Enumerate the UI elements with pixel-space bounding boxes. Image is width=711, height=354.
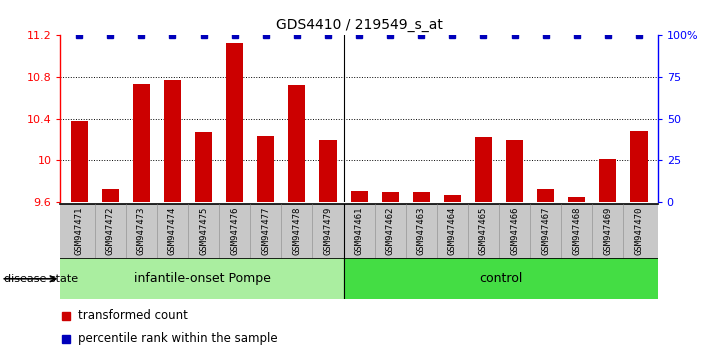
- Text: GSM947462: GSM947462: [385, 206, 395, 255]
- Bar: [568, 196, 585, 202]
- Bar: [351, 192, 368, 202]
- Bar: [631, 131, 648, 202]
- Text: GSM947478: GSM947478: [292, 206, 301, 255]
- Text: GSM947465: GSM947465: [479, 206, 488, 255]
- Text: GSM947472: GSM947472: [106, 206, 114, 255]
- Text: GSM947473: GSM947473: [137, 206, 146, 255]
- Text: GSM947461: GSM947461: [355, 206, 363, 255]
- Bar: [164, 80, 181, 202]
- Title: GDS4410 / 219549_s_at: GDS4410 / 219549_s_at: [276, 18, 442, 32]
- Text: GSM947477: GSM947477: [261, 206, 270, 255]
- Bar: [195, 132, 212, 202]
- Text: GSM947475: GSM947475: [199, 206, 208, 255]
- Bar: [444, 194, 461, 202]
- Text: infantile-onset Pompe: infantile-onset Pompe: [134, 272, 270, 285]
- Text: GSM947463: GSM947463: [417, 206, 426, 255]
- Bar: [257, 136, 274, 202]
- Text: GSM947470: GSM947470: [634, 206, 643, 255]
- Bar: [226, 43, 243, 202]
- Text: GSM947471: GSM947471: [75, 206, 84, 255]
- Bar: [60, 258, 343, 299]
- Text: GSM947476: GSM947476: [230, 206, 239, 255]
- Text: GSM947464: GSM947464: [448, 206, 457, 255]
- Bar: [343, 258, 658, 299]
- Bar: [412, 193, 430, 202]
- Text: GSM947467: GSM947467: [541, 206, 550, 255]
- Bar: [102, 189, 119, 202]
- Text: GSM947468: GSM947468: [572, 206, 582, 255]
- Bar: [599, 159, 616, 202]
- Text: GSM947469: GSM947469: [604, 206, 612, 255]
- Text: GSM947466: GSM947466: [510, 206, 519, 255]
- Text: disease state: disease state: [4, 274, 77, 284]
- Bar: [475, 137, 492, 202]
- Text: control: control: [479, 272, 523, 285]
- Bar: [319, 141, 336, 202]
- Bar: [506, 141, 523, 202]
- Text: GSM947474: GSM947474: [168, 206, 177, 255]
- Bar: [70, 121, 87, 202]
- Bar: [537, 189, 555, 202]
- Bar: [382, 193, 399, 202]
- Bar: [288, 85, 306, 202]
- Text: GSM947479: GSM947479: [324, 206, 333, 255]
- Text: transformed count: transformed count: [78, 309, 188, 322]
- Text: percentile rank within the sample: percentile rank within the sample: [78, 332, 278, 346]
- Bar: [133, 84, 150, 202]
